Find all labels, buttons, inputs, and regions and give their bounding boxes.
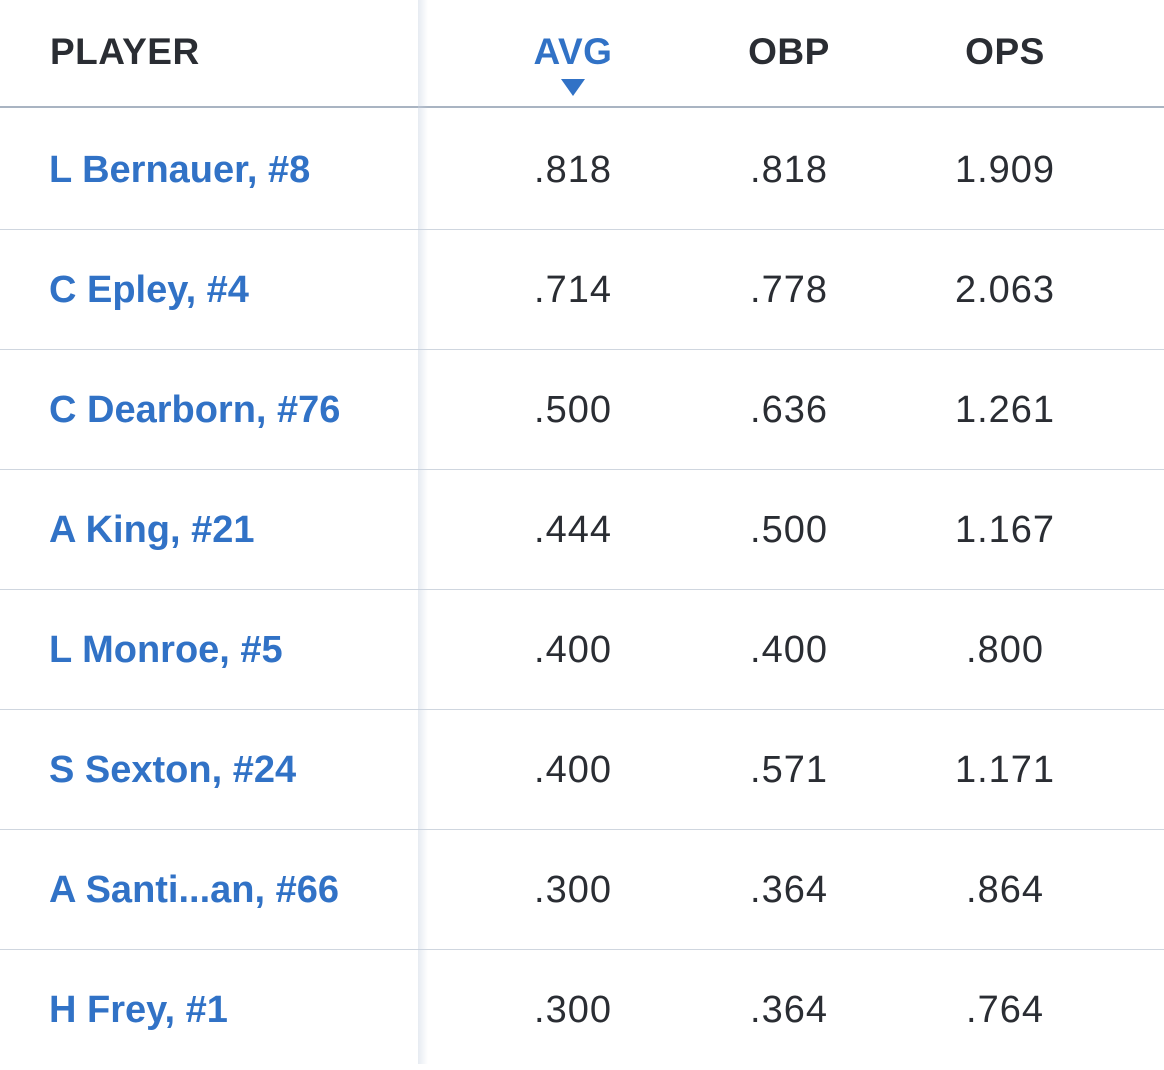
avg-value: .400 xyxy=(534,629,612,671)
column-header-ops[interactable]: OPS xyxy=(965,31,1045,72)
ops-value: .864 xyxy=(966,869,1044,911)
avg-value: .300 xyxy=(534,869,612,911)
ops-value: .764 xyxy=(966,989,1044,1031)
column-header-obp[interactable]: OBP xyxy=(748,31,830,72)
table-row: C Epley, #4 .714 .778 2.063 xyxy=(0,230,1164,350)
obp-value: .778 xyxy=(750,269,828,311)
avg-value: .400 xyxy=(534,749,612,791)
table-header: PLAYER AVG OBP OPS xyxy=(0,0,1164,108)
obp-value: .500 xyxy=(750,509,828,551)
avg-value: .444 xyxy=(534,509,612,551)
player-name-link[interactable]: H Frey, #1 xyxy=(49,989,228,1031)
ops-value: .800 xyxy=(966,629,1044,671)
avg-value: .500 xyxy=(534,389,612,431)
table-row: L Bernauer, #8 .818 .818 1.909 xyxy=(0,110,1164,230)
ops-value: 1.167 xyxy=(954,509,1056,551)
avg-value: .714 xyxy=(534,269,612,311)
ops-value: 1.909 xyxy=(954,149,1056,191)
player-name-link[interactable]: L Bernauer, #8 xyxy=(49,149,311,191)
obp-value: .364 xyxy=(750,989,828,1031)
ops-value: 1.261 xyxy=(954,389,1056,431)
table-row: L Monroe, #5 .400 .400 .800 xyxy=(0,590,1164,710)
player-name-link[interactable]: C Dearborn, #76 xyxy=(49,389,341,431)
obp-value: .571 xyxy=(750,749,828,791)
obp-value: .818 xyxy=(750,149,828,191)
column-header-avg[interactable]: AVG xyxy=(533,31,613,72)
column-header-player[interactable]: PLAYER xyxy=(50,31,200,72)
obp-value: .636 xyxy=(750,389,828,431)
player-name-link[interactable]: C Epley, #4 xyxy=(49,269,249,311)
player-name-link[interactable]: S Sexton, #24 xyxy=(49,749,297,791)
table-row: A King, #21 .444 .500 1.167 xyxy=(0,470,1164,590)
player-name-link[interactable]: A King, #21 xyxy=(49,509,255,551)
obp-value: .364 xyxy=(750,869,828,911)
sort-descending-icon xyxy=(561,79,585,96)
ops-value: 1.171 xyxy=(954,749,1056,791)
obp-value: .400 xyxy=(750,629,828,671)
player-name-link[interactable]: A Santi...an, #66 xyxy=(49,869,340,911)
ops-value: 2.063 xyxy=(954,269,1056,311)
avg-value: .818 xyxy=(534,149,612,191)
player-name-link[interactable]: L Monroe, #5 xyxy=(49,629,283,671)
table-row: A Santi...an, #66 .300 .364 .864 xyxy=(0,830,1164,950)
avg-value: .300 xyxy=(534,989,612,1031)
table-row: S Sexton, #24 .400 .571 1.171 xyxy=(0,710,1164,830)
table-row: C Dearborn, #76 .500 .636 1.261 xyxy=(0,350,1164,470)
table-row: H Frey, #1 .300 .364 .764 xyxy=(0,950,1164,1070)
